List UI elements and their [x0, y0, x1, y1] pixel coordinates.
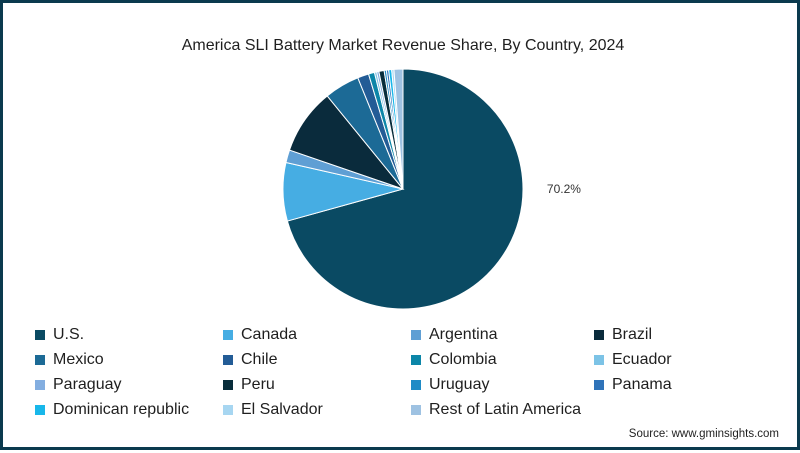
legend-label: Panama [612, 375, 672, 393]
legend-swatch [411, 354, 421, 365]
legend-swatch [411, 329, 421, 340]
legend-swatch [411, 379, 421, 390]
source-note: Source: www.gminsights.com [628, 428, 779, 440]
legend-swatch [223, 379, 233, 390]
legend-swatch [594, 379, 604, 390]
legend-swatch [35, 354, 45, 365]
chart-legend: U.S. Canada Argentina Brazil Mexico Chile Colo… [35, 322, 775, 422]
slice-value-label: 70.2% [547, 182, 581, 196]
chart-title: America SLI Battery Market Revenue Share… [181, 37, 625, 54]
legend-label: Uruguay [429, 375, 490, 393]
legend-label: El Salvador [241, 400, 323, 418]
legend-swatch [35, 379, 45, 390]
pie-labels: 70.2% [547, 182, 581, 196]
legend-swatch [411, 404, 421, 415]
legend-swatch [594, 354, 604, 365]
legend-swatch [35, 329, 45, 340]
pie-slices [282, 68, 524, 310]
legend-item: Dominican republic [35, 397, 223, 422]
legend-item: Chile [223, 347, 411, 372]
legend-item: Panama [594, 372, 775, 397]
legend-item: Uruguay [411, 372, 594, 397]
legend-label: Mexico [53, 350, 104, 368]
legend-item: Argentina [411, 322, 594, 347]
legend-swatch [223, 354, 233, 365]
legend-label: Colombia [429, 350, 497, 368]
legend-swatch [223, 329, 233, 340]
legend-item: Canada [223, 322, 411, 347]
pie-slice-rest-of-latin-america [393, 68, 404, 190]
legend-swatch [35, 404, 45, 415]
legend-label: Ecuador [612, 350, 672, 368]
legend-label: Canada [241, 325, 298, 343]
legend-label: Rest of Latin America [429, 400, 582, 418]
legend-item: Brazil [594, 322, 775, 347]
legend-item: Rest of Latin America [411, 397, 594, 422]
legend-item: Paraguay [35, 372, 223, 397]
legend-swatch [223, 404, 233, 415]
legend-label: Paraguay [53, 375, 122, 393]
legend-item: Colombia [411, 347, 594, 372]
pie-slice-u-s- [286, 68, 524, 310]
legend-label: Argentina [429, 325, 498, 343]
pie-chart: 70.2% [282, 68, 581, 310]
legend-item: Peru [223, 372, 411, 397]
legend-item: U.S. [35, 322, 223, 347]
legend-item: El Salvador [223, 397, 411, 422]
legend-label: Chile [241, 350, 278, 368]
legend-label: Dominican republic [53, 400, 190, 418]
legend-swatch [594, 329, 604, 340]
legend-item: Mexico [35, 347, 223, 372]
legend-label: Peru [241, 375, 275, 393]
legend-label: U.S. [53, 325, 85, 343]
legend-label: Brazil [612, 325, 653, 343]
legend-item: Ecuador [594, 347, 775, 372]
